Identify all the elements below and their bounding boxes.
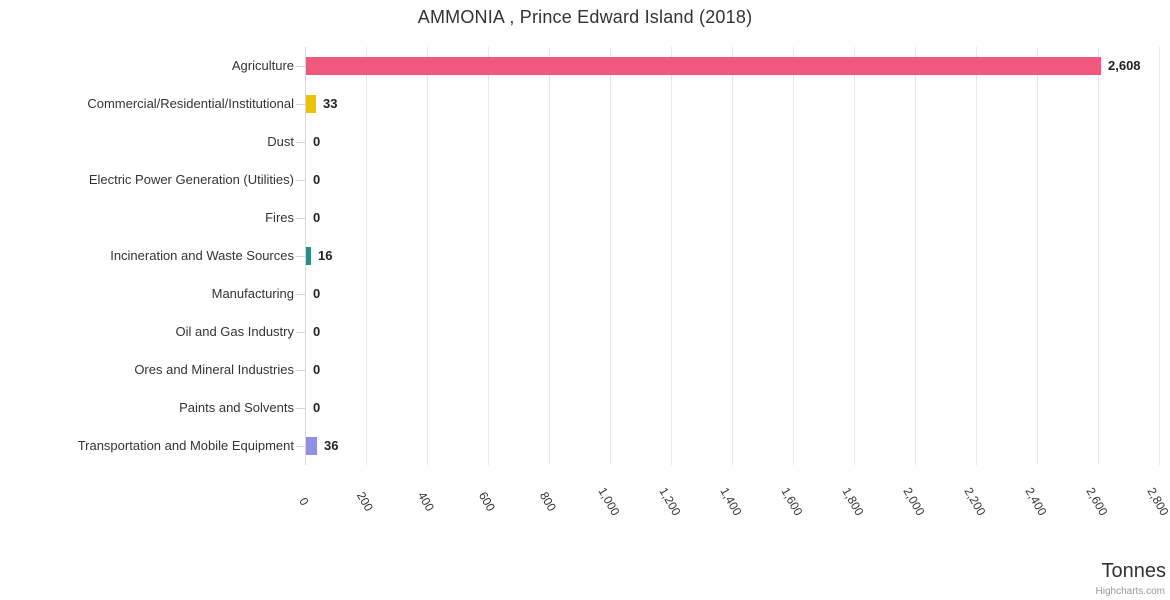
bar[interactable]	[306, 95, 316, 113]
bar-value-label: 0	[313, 134, 321, 149]
bar-value-label: 0	[313, 210, 321, 225]
category-label: Paints and Solvents	[179, 400, 294, 415]
value-axis-title: Tonnes	[1101, 560, 1167, 582]
category-tick-mark	[296, 142, 305, 143]
category-tick-mark	[296, 104, 305, 105]
value-axis-label: 1,800	[839, 484, 867, 519]
value-axis-label: 800	[536, 489, 560, 514]
category-label: Transportation and Mobile Equipment	[77, 438, 294, 453]
category-tick-mark	[296, 256, 305, 257]
category-label: Commercial/Residential/Institutional	[87, 96, 294, 111]
gridline	[732, 47, 733, 465]
bar[interactable]	[306, 437, 317, 455]
gridline	[793, 47, 794, 465]
gridline	[488, 47, 489, 465]
value-axis-label: 2,600	[1083, 484, 1111, 519]
gridline	[610, 47, 611, 465]
bar[interactable]	[306, 57, 1101, 75]
value-axis-label: 1,400	[717, 484, 745, 519]
category-label: Agriculture	[231, 58, 294, 73]
gridline	[671, 47, 672, 465]
bar-value-label: 0	[313, 362, 321, 377]
category-tick-mark	[296, 66, 305, 67]
category-label: Electric Power Generation (Utilities)	[88, 172, 294, 187]
bar-value-label: 16	[318, 248, 333, 263]
bar-value-label: 0	[313, 172, 321, 187]
gridline	[1037, 47, 1038, 465]
value-axis-label: 2,400	[1022, 484, 1050, 519]
category-label: Dust	[267, 134, 294, 149]
category-label: Oil and Gas Industry	[175, 324, 295, 339]
value-axis-label: 0	[296, 495, 312, 508]
category-label: Incineration and Waste Sources	[110, 248, 294, 263]
value-axis-label: 600	[475, 489, 499, 514]
bar[interactable]	[306, 247, 311, 265]
value-axis-label: 2,800	[1144, 484, 1170, 519]
gridline	[1098, 47, 1099, 465]
category-label: Ores and Mineral Industries	[134, 362, 294, 377]
value-axis-label: 1,200	[656, 484, 684, 519]
category-tick-mark	[296, 294, 305, 295]
value-axis-label: 400	[414, 489, 438, 514]
category-tick-mark	[296, 332, 305, 333]
gridline	[549, 47, 550, 465]
bar-value-label: 0	[313, 400, 321, 415]
bar-value-label: 36	[324, 438, 339, 453]
category-axis-line	[305, 47, 306, 465]
category-tick-mark	[296, 370, 305, 371]
bar-value-label: 33	[323, 96, 338, 111]
value-axis-label: 200	[353, 489, 377, 514]
value-axis-label: 2,200	[961, 484, 989, 519]
gridline	[915, 47, 916, 465]
bar-value-label: 2,608	[1108, 58, 1141, 73]
gridline	[976, 47, 977, 465]
gridline	[854, 47, 855, 465]
category-tick-mark	[296, 446, 305, 447]
category-label: Fires	[265, 210, 294, 225]
gridline	[427, 47, 428, 465]
category-tick-mark	[296, 408, 305, 409]
gridline	[366, 47, 367, 465]
category-label: Manufacturing	[211, 286, 294, 301]
chart-title: AMMONIA , Prince Edward Island (2018)	[417, 7, 753, 27]
value-axis-label: 2,000	[900, 484, 928, 519]
value-axis-label: 1,600	[778, 484, 806, 519]
bar-value-label: 0	[313, 286, 321, 301]
highcharts-credits-link[interactable]: Highcharts.com	[1095, 586, 1165, 597]
value-axis-label: 1,000	[595, 484, 623, 519]
gridline	[1159, 47, 1160, 465]
category-tick-mark	[296, 180, 305, 181]
category-tick-mark	[296, 218, 305, 219]
bar-value-label: 0	[313, 324, 321, 339]
